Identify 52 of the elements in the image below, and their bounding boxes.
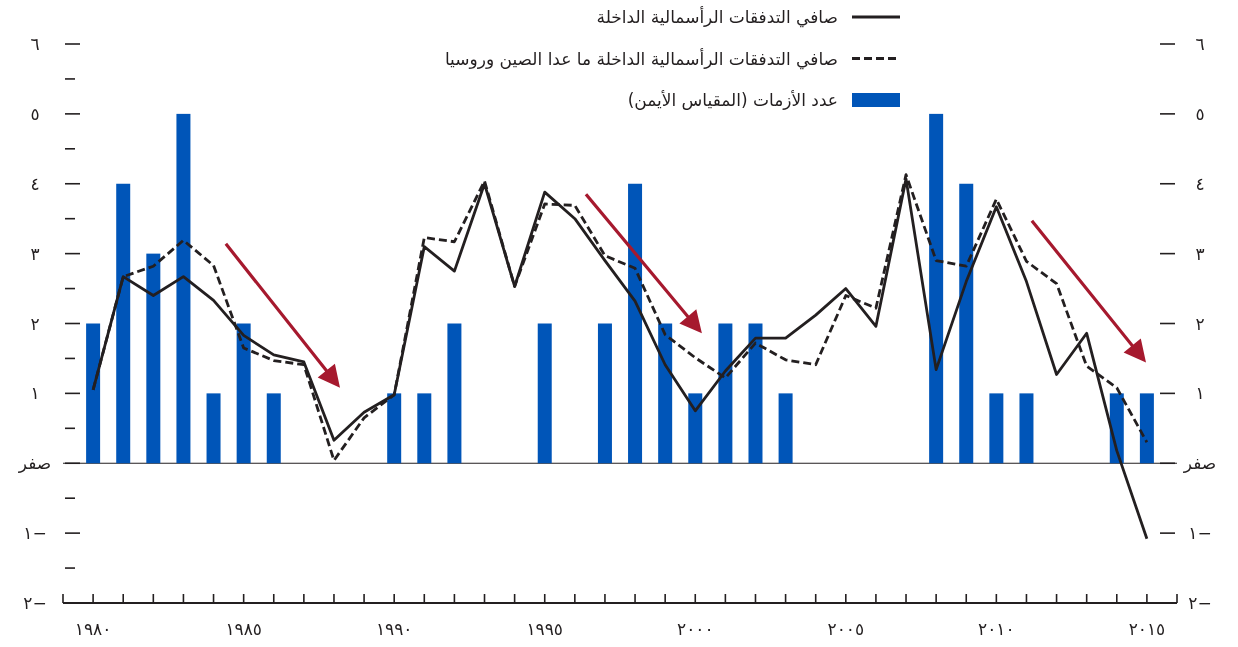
bar [1019, 393, 1034, 464]
legend-label: عدد الأزمات (المقياس الأيمن) [627, 90, 838, 110]
bar [778, 393, 793, 464]
bar [447, 323, 462, 464]
y-tick-label: ١ [30, 383, 40, 404]
x-tick-label: ١٩٨٠ [74, 619, 112, 639]
y-tick-label: صفر [17, 453, 52, 474]
bar [628, 183, 643, 464]
x-tick-label: ١٩٨٥ [225, 619, 262, 639]
y2-tick-label: −٢ [1188, 593, 1212, 613]
x-tick-label: ١٩٩٠ [375, 619, 413, 639]
bar [236, 323, 251, 464]
bar [748, 323, 763, 464]
bar [929, 113, 944, 464]
bar [1139, 393, 1154, 464]
x-tick-label: ٢٠٠٠ [677, 619, 714, 639]
y-tick-label: ٦ [30, 34, 40, 54]
bar [959, 183, 974, 464]
bar [86, 323, 101, 464]
bar [146, 253, 161, 464]
y2-tick-label: ١ [1195, 383, 1205, 404]
legend-label: صافي التدفقات الرأسمالية الداخلة [596, 6, 838, 28]
y-tick-label: −١ [23, 523, 47, 544]
y-tick-label: ٤ [30, 173, 40, 194]
y-tick-label: ٣ [30, 243, 40, 264]
bar [989, 393, 1004, 464]
legend-label: صافي التدفقات الرأسمالية الداخلة ما عدا الصين وروسيا [444, 47, 838, 70]
y2-tick-label: ٢ [1195, 313, 1205, 334]
bar [537, 323, 552, 464]
x-tick-label: ١٩٩٥ [526, 619, 563, 639]
bar [176, 113, 191, 464]
y2-tick-label: ٣ [1195, 243, 1205, 264]
bar [597, 323, 612, 464]
bar [417, 393, 432, 464]
y2-tick-label: صفر [1182, 453, 1217, 474]
bar [718, 323, 733, 464]
bar [387, 393, 402, 464]
bar [266, 393, 281, 464]
bar [116, 183, 131, 464]
y2-tick-label: ٥ [1195, 103, 1205, 124]
x-tick-label: ٢٠١٥ [1128, 619, 1166, 639]
bar [206, 393, 221, 464]
y-tick-label: −٢ [23, 593, 47, 613]
x-tick-label: ٢٠١٠ [978, 619, 1015, 639]
bar [688, 393, 703, 464]
x-tick-label: ٢٠٠٥ [827, 619, 865, 639]
y2-tick-label: ٦ [1195, 34, 1205, 54]
y-tick-label: ٢ [30, 313, 40, 334]
y2-tick-label: ٤ [1195, 173, 1205, 194]
y2-tick-label: −١ [1188, 523, 1212, 544]
y-tick-label: ٥ [30, 103, 40, 124]
bar [658, 323, 673, 464]
